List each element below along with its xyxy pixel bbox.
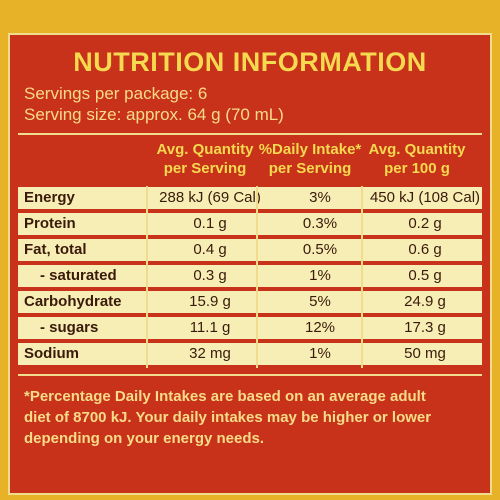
column-divider <box>256 186 258 368</box>
cell-per-serving: 0.3 g <box>193 267 227 284</box>
cell-per-100g: 0.2 g <box>408 215 442 232</box>
row-label: Sodium <box>24 345 79 362</box>
cell-per-serving: 11.1 g <box>189 319 231 336</box>
cell-per-serving: 15.9 g <box>189 293 231 310</box>
col-head-line: %Daily Intake* <box>258 141 362 158</box>
cell-per-serving: 288 kJ (69 Cal) <box>159 189 261 206</box>
row-label: - sugars <box>40 319 99 336</box>
cell-daily-intake: 3% <box>309 189 331 206</box>
footnote-line: *Percentage Daily Intakes are based on a… <box>24 388 426 405</box>
table-row-sugars: - sugars 11.1 g 12% 17.3 g <box>18 317 482 339</box>
table-row-sodium: Sodium 32 mg 1% 50 mg <box>18 343 482 365</box>
cell-daily-intake: 0.5% <box>302 241 338 258</box>
cell-per-serving: 32 mg <box>189 345 231 362</box>
col-head-line: per Serving <box>163 160 247 177</box>
table-row-energy: Energy 288 kJ (69 Cal) 3% 450 kJ (108 Ca… <box>18 187 482 209</box>
cell-per-100g: 0.5 g <box>408 267 442 284</box>
nutrition-panel <box>8 33 492 495</box>
cell-per-serving: 0.1 g <box>193 215 227 232</box>
cell-per-100g: 450 kJ (108 Cal) <box>369 189 481 206</box>
col-head-line: per 100 g <box>384 160 450 177</box>
footnote: *Percentage Daily Intakes are based on a… <box>24 386 484 449</box>
divider-top <box>18 133 482 135</box>
col-head-line: per Serving <box>268 160 352 177</box>
row-label: - saturated <box>40 267 117 284</box>
cell-daily-intake: 12% <box>304 319 336 336</box>
column-divider <box>146 186 148 368</box>
col-head-per-100g: Avg. Quantity per 100 g <box>352 140 482 178</box>
row-label: Protein <box>24 215 76 232</box>
cell-daily-intake: 5% <box>309 293 331 310</box>
cell-per-serving: 0.4 g <box>193 241 227 258</box>
serving-size: Serving size: approx. 64 g (70 mL) <box>24 105 284 124</box>
cell-per-100g: 0.6 g <box>408 241 442 258</box>
table-row-protein: Protein 0.1 g 0.3% 0.2 g <box>18 213 482 235</box>
table-row-carbohydrate: Carbohydrate 15.9 g 5% 24.9 g <box>18 291 482 313</box>
cell-daily-intake: 1% <box>309 345 331 362</box>
divider-bottom <box>18 374 482 376</box>
cell-per-100g: 24.9 g <box>404 293 446 310</box>
cell-daily-intake: 1% <box>309 267 331 284</box>
servings-per-package: Servings per package: 6 <box>24 84 208 103</box>
row-label: Carbohydrate <box>24 293 122 310</box>
col-head-daily-intake: %Daily Intake* per Serving <box>245 140 375 178</box>
panel-title: NUTRITION INFORMATION <box>73 47 427 77</box>
table-row-fat-total: Fat, total 0.4 g 0.5% 0.6 g <box>18 239 482 261</box>
row-label: Energy <box>24 189 75 206</box>
footnote-line: depending on your energy needs. <box>24 430 265 447</box>
cell-daily-intake: 0.3% <box>302 215 338 232</box>
footnote-line: diet of 8700 kJ. Your daily intakes may … <box>24 409 432 426</box>
row-label: Fat, total <box>24 241 87 258</box>
col-head-line: Avg. Quantity <box>368 141 466 158</box>
col-head-per-serving: Avg. Quantity per Serving <box>140 140 270 178</box>
col-head-line: Avg. Quantity <box>156 141 254 158</box>
cell-per-100g: 50 mg <box>404 345 446 362</box>
table-row-saturated: - saturated 0.3 g 1% 0.5 g <box>18 265 482 287</box>
column-divider <box>361 186 363 368</box>
cell-per-100g: 17.3 g <box>404 319 446 336</box>
